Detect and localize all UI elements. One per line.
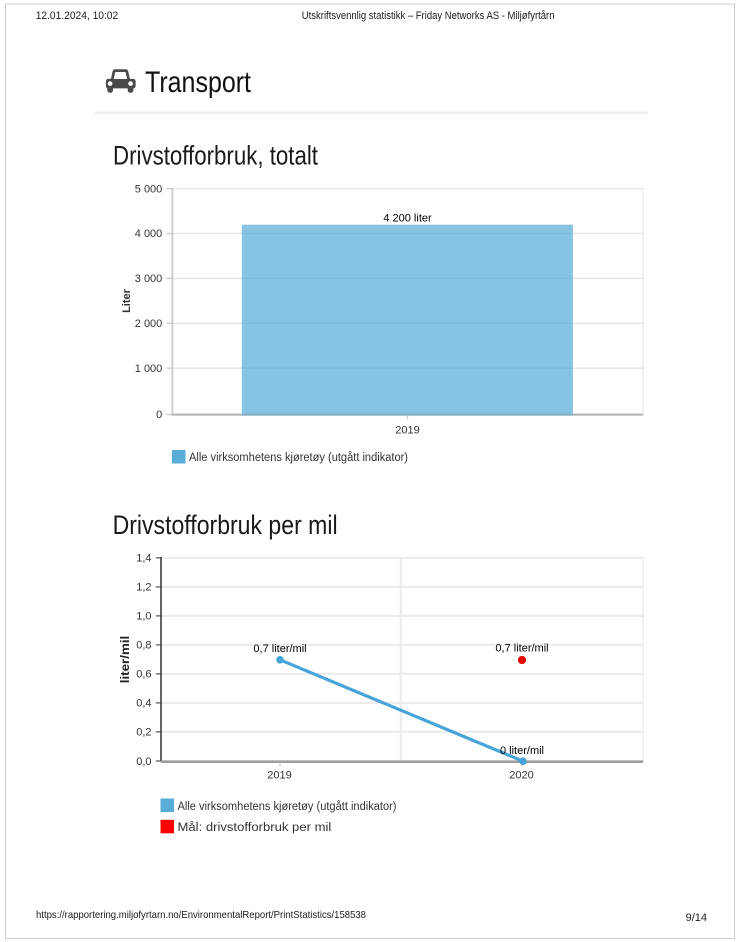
svg-text:2 000: 2 000	[135, 318, 163, 330]
svg-text:0,7 liter/mil: 0,7 liter/mil	[253, 643, 306, 655]
svg-text:0,4: 0,4	[136, 697, 151, 709]
svg-text:1,4: 1,4	[136, 552, 151, 564]
svg-text:12.01.2024, 10:02: 12.01.2024, 10:02	[36, 10, 119, 22]
svg-text:3 000: 3 000	[135, 273, 163, 285]
svg-text:4 200 liter: 4 200 liter	[383, 213, 432, 225]
svg-text:Alle virksomhetens kjøretøy (u: Alle virksomhetens kjøretøy (utgått indi…	[189, 452, 408, 464]
svg-text:Mål: drivstofforbruk per mil: Mål: drivstofforbruk per mil	[178, 822, 332, 834]
svg-text:Utskriftsvennlig statistikk –: Utskriftsvennlig statistikk – Friday Net…	[302, 10, 555, 22]
svg-text:1 000: 1 000	[135, 363, 163, 375]
svg-text:2019: 2019	[395, 425, 419, 437]
svg-text:4 000: 4 000	[135, 228, 163, 240]
svg-text:https://rapportering.miljofyrt: https://rapportering.miljofyrtarn.no/Env…	[36, 909, 366, 921]
svg-text:1,0: 1,0	[136, 610, 151, 622]
svg-text:0,7 liter/mil: 0,7 liter/mil	[495, 643, 548, 655]
svg-text:0 liter/mil: 0 liter/mil	[500, 745, 544, 757]
svg-text:5 000: 5 000	[135, 183, 163, 195]
svg-text:Alle virksomhetens kjøretøy (u: Alle virksomhetens kjøretøy (utgått indi…	[178, 801, 397, 813]
svg-text:2020: 2020	[509, 770, 533, 782]
svg-text:1,2: 1,2	[136, 581, 151, 593]
svg-text:2019: 2019	[267, 770, 291, 782]
svg-text:9/14: 9/14	[686, 912, 707, 924]
svg-text:0: 0	[156, 409, 162, 421]
svg-text:Drivstofforbruk, totalt: Drivstofforbruk, totalt	[113, 141, 319, 171]
svg-text:liter/mil: liter/mil	[120, 636, 132, 684]
svg-text:0,8: 0,8	[136, 639, 151, 651]
svg-text:Transport: Transport	[145, 66, 252, 99]
svg-text:0,0: 0,0	[136, 756, 151, 768]
svg-text:0,2: 0,2	[136, 726, 151, 738]
svg-text:Liter: Liter	[121, 288, 133, 313]
svg-text:Drivstofforbruk per mil: Drivstofforbruk per mil	[113, 510, 338, 540]
svg-text:0,6: 0,6	[136, 668, 151, 680]
